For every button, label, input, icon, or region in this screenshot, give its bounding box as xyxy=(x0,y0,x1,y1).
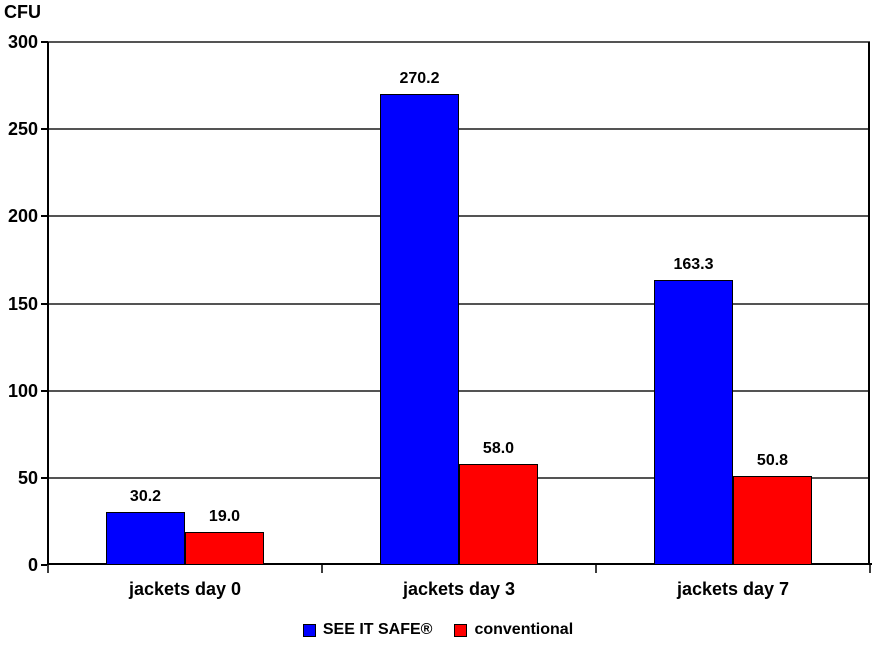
bar-value-label: 270.2 xyxy=(399,69,440,87)
bar-value-label: 30.2 xyxy=(129,488,162,506)
bar-conventional-jackets-day-0 xyxy=(185,531,264,565)
legend-swatch-icon xyxy=(454,623,468,637)
legend-label: SEE IT SAFE® xyxy=(322,621,433,638)
y-axis-tick-label: 0 xyxy=(27,555,38,575)
y-axis-tick-label: 50 xyxy=(17,467,38,488)
y-axis-tick xyxy=(41,476,48,479)
bar-value-label: 50.8 xyxy=(756,452,789,470)
y-axis-tick-label: 200 xyxy=(7,206,38,227)
x-axis-category-label: jackets day 0 xyxy=(128,579,242,599)
legend-item-see-it-safe: SEE IT SAFE® xyxy=(302,621,433,638)
x-axis-tick xyxy=(595,565,597,573)
legend-label: conventional xyxy=(474,621,574,638)
y-axis-title: CFU xyxy=(4,2,41,22)
bar-value-label: 163.3 xyxy=(673,256,714,274)
bar-value-label: 58.0 xyxy=(482,439,515,457)
y-axis-tick xyxy=(41,302,48,305)
bar-conventional-jackets-day-3 xyxy=(459,463,538,565)
legend: SEE IT SAFE® conventional xyxy=(0,620,876,640)
y-axis-tick xyxy=(41,128,48,131)
y-axis-line xyxy=(47,42,49,572)
bar-see-it-safe-jackets-day-0 xyxy=(106,512,185,565)
bar-conventional-jackets-day-7 xyxy=(733,476,812,565)
y-axis-tick xyxy=(41,389,48,392)
y-axis-tick-label: 150 xyxy=(7,293,38,314)
bar-see-it-safe-jackets-day-3 xyxy=(380,93,459,565)
legend-swatch-icon xyxy=(302,623,316,637)
x-axis-category-label: jackets day 3 xyxy=(402,579,516,599)
y-axis-tick-label: 100 xyxy=(7,380,38,401)
plot-right-border xyxy=(868,42,870,565)
x-axis-tick xyxy=(321,565,323,573)
y-axis-tick xyxy=(41,215,48,218)
y-axis-tick xyxy=(41,41,48,43)
x-axis-tick xyxy=(869,565,871,573)
gridline xyxy=(48,41,870,43)
x-axis-tick xyxy=(47,565,49,573)
bar-value-label: 19.0 xyxy=(208,507,241,525)
gridline xyxy=(48,128,870,131)
gridline xyxy=(48,389,870,392)
gridline xyxy=(48,215,870,218)
y-axis-tick xyxy=(41,564,48,566)
x-axis-category-label: jackets day 7 xyxy=(676,579,790,599)
y-axis-tick-label: 250 xyxy=(7,119,38,140)
gridline xyxy=(48,302,870,305)
bar-see-it-safe-jackets-day-7 xyxy=(654,280,733,565)
y-axis-tick-label: 300 xyxy=(7,32,38,52)
legend-item-conventional: conventional xyxy=(454,622,573,638)
